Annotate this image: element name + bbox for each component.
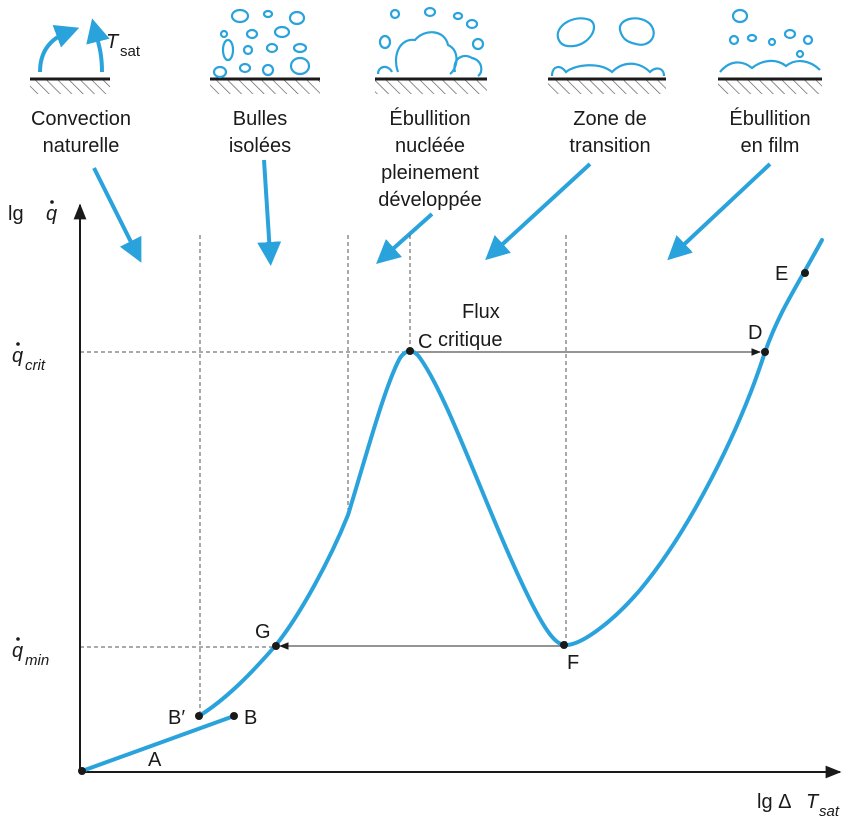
- svg-text:en film: en film: [741, 135, 800, 157]
- pointer-arrow-convection: [92, 167, 142, 263]
- regime-icon-film-boiling: [718, 8, 822, 94]
- tsat-label: T sat: [106, 31, 141, 60]
- curve-segment-a-b: [80, 714, 236, 773]
- svg-text:q: q: [46, 203, 57, 225]
- regime-label-transition: Zone de transition: [569, 108, 650, 157]
- pointer-arrow-transition: [485, 162, 592, 261]
- point-label-g: G: [255, 621, 271, 643]
- svg-text:critique: critique: [438, 329, 502, 351]
- point-bprime: [195, 712, 203, 720]
- axes: [73, 203, 842, 779]
- y-axis-label: lg q: [8, 200, 57, 225]
- critical-flux-annotation: Flux critique: [438, 301, 502, 351]
- svg-text:isolées: isolées: [229, 135, 291, 157]
- svg-text:Ébullition: Ébullition: [389, 107, 470, 130]
- svg-text:sat: sat: [120, 43, 141, 60]
- curve-segment-bprime-to-e: [197, 238, 824, 718]
- point-g: [272, 642, 280, 650]
- regime-icon-nucleate-boiling: [375, 6, 487, 94]
- point-label-a: A: [148, 749, 162, 771]
- regime-label-film-boiling: Ébullition en film: [729, 107, 810, 157]
- boiling-curve: [80, 238, 824, 773]
- regime-label-nucleate-boiling: Ébullition nucléée pleinement développée: [378, 107, 481, 211]
- regime-icon-isolated-bubbles: [210, 8, 320, 94]
- svg-text:pleinement: pleinement: [381, 162, 479, 184]
- point-label-d: D: [748, 322, 762, 344]
- point-d: [761, 348, 769, 356]
- pointer-arrow-bubbles: [257, 159, 282, 266]
- svg-text:naturelle: naturelle: [43, 135, 120, 157]
- point-a: [78, 767, 86, 775]
- pointer-arrow-film: [667, 162, 772, 261]
- guide-lines: [80, 235, 567, 716]
- svg-text:sat: sat: [819, 803, 840, 820]
- point-label-e: E: [775, 263, 788, 285]
- point-e: [801, 269, 809, 277]
- point-label-c: C: [418, 331, 432, 353]
- x-axis-label: lg Δ T sat: [757, 791, 840, 820]
- point-c: [406, 347, 414, 355]
- curve-points: [78, 269, 809, 775]
- svg-text:Convection: Convection: [31, 108, 131, 130]
- svg-text:lg Δ: lg Δ: [757, 791, 791, 813]
- regime-label-isolated-bubbles: Bulles isolées: [229, 108, 291, 157]
- regime-icon-transition: [548, 17, 666, 94]
- svg-text:T: T: [806, 791, 820, 813]
- svg-text:transition: transition: [569, 135, 650, 157]
- svg-text:crit: crit: [25, 357, 46, 374]
- svg-text:Flux: Flux: [462, 301, 500, 323]
- svg-text:nucléée: nucléée: [395, 135, 465, 157]
- svg-text:q: q: [12, 640, 23, 662]
- point-label-f: F: [567, 652, 579, 674]
- svg-text:T: T: [106, 31, 120, 53]
- svg-text:Ébullition: Ébullition: [729, 107, 810, 130]
- regime-icon-natural-convection: [30, 18, 110, 94]
- regime-label-natural-convection: Convection naturelle: [31, 108, 131, 157]
- svg-text:min: min: [25, 652, 49, 669]
- svg-text:Bulles: Bulles: [233, 108, 287, 130]
- y-tick-qmin: q min: [12, 637, 49, 669]
- pointer-arrow-nucleate: [376, 212, 434, 264]
- y-tick-qcrit: q crit: [12, 342, 46, 374]
- svg-text:Zone de: Zone de: [573, 108, 646, 130]
- point-label-b: B: [244, 707, 257, 729]
- svg-text:lg: lg: [8, 203, 24, 225]
- point-b: [230, 712, 238, 720]
- point-f: [560, 641, 568, 649]
- regime-pointer-arrows: [92, 159, 772, 266]
- svg-text:développée: développée: [378, 189, 481, 211]
- svg-text:q: q: [12, 345, 23, 367]
- point-label-bprime: B′: [168, 707, 185, 729]
